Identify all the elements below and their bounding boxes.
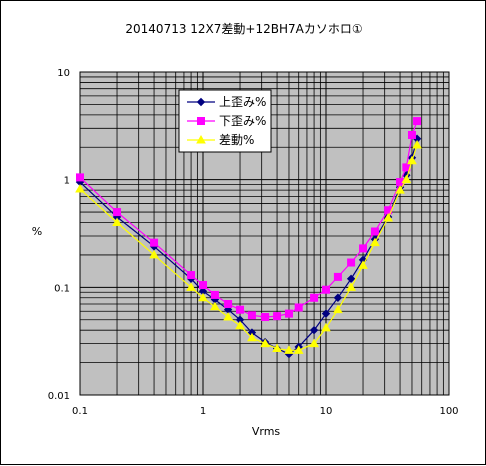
data-point — [235, 320, 245, 330]
data-point — [321, 309, 331, 318]
data-point — [322, 285, 330, 294]
data-point — [186, 282, 196, 291]
data-point — [284, 309, 293, 318]
data-point — [333, 304, 343, 314]
y-tick-label: 10 — [57, 68, 70, 79]
data-point — [333, 272, 342, 281]
data-point — [407, 130, 416, 139]
data-point — [346, 282, 356, 291]
data-point — [401, 174, 412, 184]
data-point — [247, 332, 257, 342]
data-point — [187, 271, 196, 280]
data-point — [198, 292, 208, 302]
data-point — [412, 139, 422, 149]
data-point — [284, 345, 294, 354]
x-tick-label: 100 — [439, 406, 458, 417]
data-point — [310, 293, 319, 302]
data-point — [383, 213, 393, 222]
data-point — [358, 260, 368, 269]
legend-marker — [197, 117, 205, 125]
legend-marker — [196, 134, 206, 144]
legend: 上歪み% 下歪み% 差動% — [178, 89, 272, 153]
data-point — [395, 185, 405, 194]
data-point — [149, 249, 159, 259]
data-point — [321, 322, 331, 332]
data-point — [346, 274, 356, 284]
data-point — [370, 227, 379, 236]
data-point — [413, 117, 422, 126]
data-point — [347, 258, 356, 267]
data-point — [309, 325, 319, 335]
legend-marker — [196, 97, 206, 107]
series-line — [79, 144, 418, 351]
data-point — [236, 305, 245, 314]
data-point — [223, 312, 233, 321]
data-point — [333, 293, 343, 302]
data-point — [261, 313, 270, 322]
data-point — [370, 237, 380, 247]
data-point — [294, 303, 303, 312]
legend-label: 下歪み% — [219, 114, 266, 128]
data-point — [113, 208, 122, 217]
data-point — [75, 183, 85, 193]
legend-label: 差動% — [219, 133, 254, 147]
legend-label: 上歪み% — [219, 95, 266, 109]
data-point — [407, 155, 417, 165]
x-tick-label: 1 — [200, 406, 206, 417]
series-layer — [75, 117, 422, 359]
data-point — [210, 290, 219, 299]
data-point — [359, 244, 368, 253]
data-point — [199, 281, 207, 290]
data-point — [309, 338, 319, 348]
data-point — [293, 345, 304, 354]
series-2 — [76, 117, 422, 322]
data-point — [272, 343, 282, 353]
y-tick-label: 0.01 — [48, 391, 70, 402]
data-point — [273, 312, 282, 321]
x-axis-label: Vrms — [252, 425, 281, 438]
x-tick-label: 0.1 — [72, 406, 88, 417]
data-point — [210, 301, 220, 311]
x-tick-label: 10 — [320, 406, 333, 417]
data-point — [247, 311, 256, 320]
y-tick-label: 1 — [64, 176, 70, 187]
plot-border — [79, 71, 450, 396]
y-tick-label: 0.1 — [54, 283, 70, 294]
data-point — [260, 338, 270, 348]
series-3 — [75, 139, 422, 354]
data-point — [76, 173, 84, 182]
data-point — [150, 238, 159, 247]
data-point — [112, 217, 122, 227]
data-point — [224, 300, 233, 309]
chart-title: 20140713 12X7差動+12BH7Aカソホロ① — [125, 22, 362, 36]
y-axis-label: % — [32, 225, 42, 238]
